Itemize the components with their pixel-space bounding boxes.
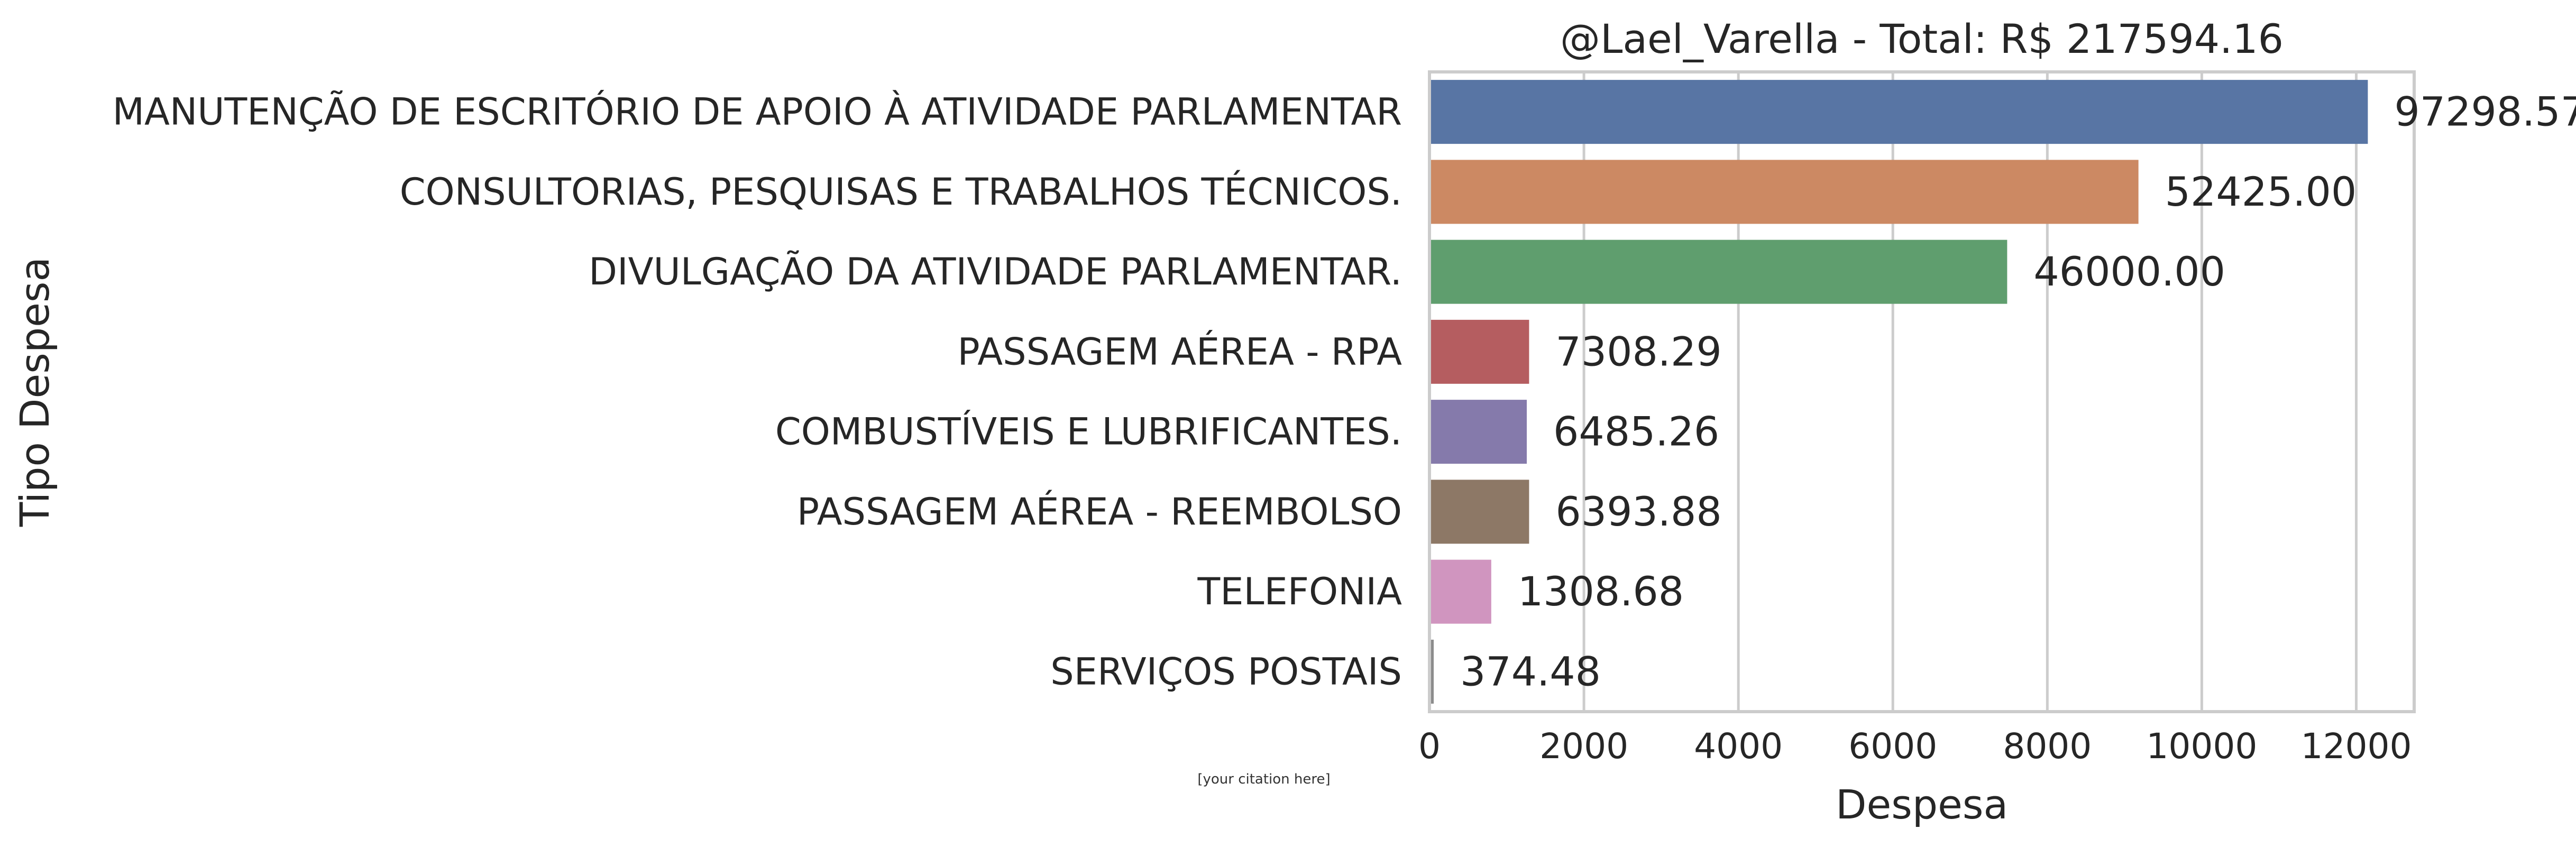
bar: [1429, 160, 2139, 224]
x-tick-label: 10000: [2146, 726, 2257, 767]
value-label: 6393.88: [1555, 488, 1721, 535]
bar: [1429, 80, 2368, 144]
value-label: 374.48: [1460, 648, 1601, 695]
bars-layer: [1429, 80, 2368, 704]
bar: [1429, 400, 1527, 464]
bar: [1429, 240, 2007, 304]
plot-frame: [1428, 70, 2416, 713]
category-label: DIVULGAÇÃO DA ATIVIDADE PARLAMENTAR.: [589, 250, 1402, 293]
category-label: TELEFONIA: [1197, 570, 1402, 613]
labels-layer: 0 2000 4000 6000 8000 10000 12000 MANUTENÇÃO DE…: [113, 88, 2576, 767]
category-label: PASSAGEM AÉREA - RPA: [958, 330, 1402, 373]
x-axis-title: Despesa: [1836, 781, 2008, 828]
x-tick-label: 6000: [1848, 726, 1937, 767]
bar: [1429, 319, 1529, 384]
value-label: 6485.26: [1553, 408, 1719, 455]
category-label: MANUTENÇÃO DE ESCRITÓRIO DE APOIO À ATIV…: [113, 90, 1402, 134]
value-label: 46000.00: [2033, 248, 2225, 295]
category-label: COMBUSTÍVEIS E LUBRIFICANTES.: [775, 410, 1402, 454]
chart-title: @Lael_Varella - Total: R$ 217594.16: [1560, 15, 2284, 62]
bar: [1429, 480, 1529, 544]
x-tick-label: 12000: [2300, 726, 2412, 767]
x-tick-label: 2000: [1539, 726, 1628, 767]
value-label: 97298.57: [2394, 88, 2576, 135]
category-label: SERVIÇOS POSTAIS: [1050, 650, 1402, 693]
category-label: PASSAGEM AÉREA - REEMBOLSO: [797, 490, 1402, 533]
citation-text: [your citation here]: [1197, 771, 1330, 787]
bar: [1429, 639, 1434, 704]
bar: [1429, 559, 1491, 624]
x-tick-label: 8000: [2003, 726, 2092, 767]
y-axis-title: Tipo Despesa: [11, 257, 58, 527]
category-label: CONSULTORIAS, PESQUISAS E TRABALHOS TÉCN…: [400, 170, 1402, 214]
value-label: 7308.29: [1555, 328, 1721, 375]
x-tick-label: 0: [1418, 726, 1441, 767]
value-label: 1308.68: [1518, 568, 1684, 615]
x-tick-label: 4000: [1694, 726, 1783, 767]
value-label: 52425.00: [2165, 168, 2357, 215]
